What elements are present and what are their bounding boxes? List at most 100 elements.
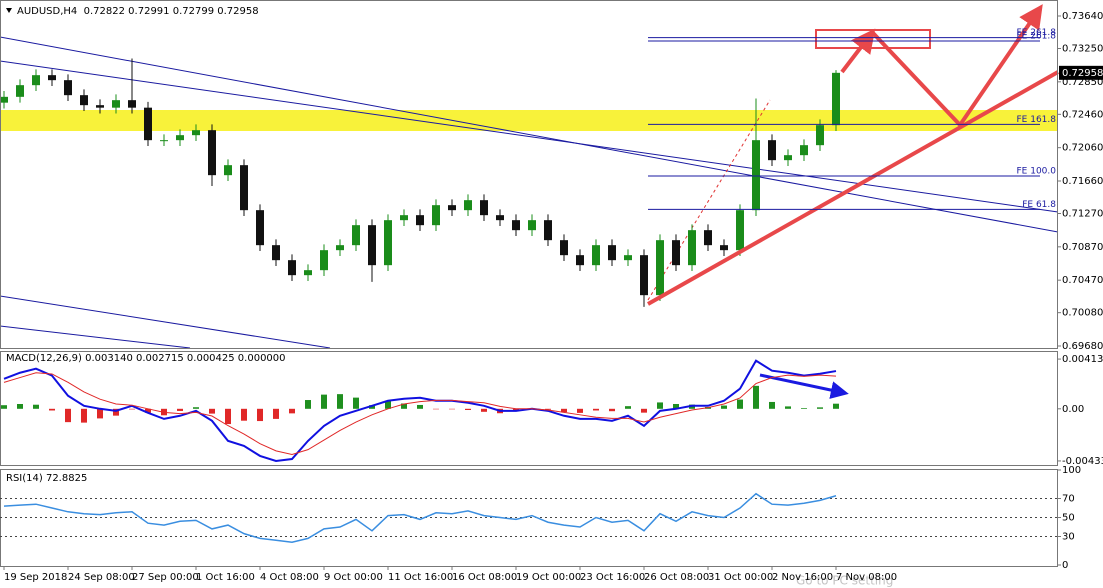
x-tick-label: 11 Oct 16:00 [388, 572, 453, 583]
x-tick-label: 27 Sep 00:00 [132, 572, 199, 583]
y-tick-label: 0.72460 [1062, 109, 1103, 120]
candle-body [528, 220, 536, 231]
x-tick-label: 26 Oct 08:00 [644, 572, 709, 583]
macd-histogram-bar [657, 402, 663, 409]
macd-histogram-bar [353, 397, 359, 409]
candle-body [304, 270, 312, 276]
macd-histogram-bar [593, 408, 599, 411]
macd-histogram-bar [609, 408, 615, 412]
macd-histogram-bar [785, 406, 791, 409]
y-tick-label: 0.69680 [1062, 341, 1103, 352]
macd-histogram-bar [17, 403, 23, 409]
macd-histogram-bar [817, 407, 823, 409]
macd-histogram-bar [273, 408, 279, 419]
macd-histogram-bar [337, 394, 343, 409]
macd-histogram-bar [737, 399, 743, 409]
candle-body [0, 96, 8, 103]
candle-body [512, 220, 520, 231]
macd-histogram-bar [209, 408, 215, 414]
candle-body [704, 230, 712, 246]
x-tick-label: 19 Oct 00:00 [516, 572, 581, 583]
macd-histogram-bar [193, 407, 199, 409]
y-tick-label: 0.00 [1062, 404, 1084, 415]
macd-histogram-bar [833, 403, 839, 409]
candle-body [224, 165, 232, 176]
y-tick-label: 70 [1062, 494, 1075, 505]
macd-histogram-bar [289, 408, 295, 414]
x-tick-label: 2 Nov 16:00 [772, 572, 833, 583]
channel-line [0, 60, 1059, 213]
macd-line [3, 359, 837, 462]
candle-body [496, 215, 504, 221]
y-tick-label: 0.70470 [1062, 275, 1103, 286]
main-frame [0, 0, 1058, 349]
macd-histogram-bar [417, 404, 423, 409]
candle-body [256, 210, 264, 246]
fe-level-label: FE 161.8 [1017, 115, 1057, 125]
macd-histogram-bar [481, 408, 487, 412]
fe-level-label: FE 61.8 [1022, 200, 1056, 210]
menu-triangle [6, 8, 12, 13]
candle-body [592, 245, 600, 266]
candle-body [784, 155, 792, 161]
channel-line [0, 36, 1059, 233]
macd-histogram-bar [625, 406, 631, 409]
candle-body [32, 75, 40, 86]
arrow [840, 28, 876, 74]
y-tick-label: 50 [1062, 513, 1075, 524]
macd-histogram-bar [225, 408, 231, 425]
candle-body [416, 215, 424, 226]
macd-histogram-bar [321, 394, 327, 409]
y-tick-label: 100 [1062, 465, 1081, 476]
macd-histogram-bar [753, 385, 759, 409]
candle-body [16, 85, 24, 97]
candle-body [384, 220, 392, 266]
y-tick-label: 30 [1062, 532, 1075, 543]
macd-histogram-bar [33, 404, 39, 409]
trendline [647, 70, 1059, 306]
candle-body [96, 105, 104, 108]
y-tick-label: 0.72850 [1062, 77, 1103, 88]
x-tick-label: 24 Sep 08:00 [68, 572, 135, 583]
candle-body [176, 135, 184, 141]
macd-histogram-bar [145, 408, 151, 413]
arrow-path [871, 4, 1043, 129]
macd-histogram-bar [129, 408, 135, 410]
candle-body [80, 95, 88, 106]
candle-body [752, 140, 760, 211]
watermark: Go to PC setting [796, 574, 893, 588]
candle-body [208, 130, 216, 176]
chart-title: AUDUSD,H4 0.72822 0.72991 0.72799 0.7295… [17, 6, 259, 17]
candle-body [240, 165, 248, 211]
candle-body [624, 255, 632, 261]
candles [0, 58, 840, 307]
macd-histogram-bar [433, 408, 439, 410]
macd-histogram-bar [241, 408, 247, 421]
rsi-title: RSI(14) 72.8825 [6, 473, 87, 484]
y-tick-label: 0.70870 [1062, 242, 1103, 253]
candle-body [128, 100, 136, 108]
candle-body [432, 205, 440, 226]
y-tick-label: 0.72060 [1062, 143, 1103, 154]
y-tick-label: 0 [1062, 560, 1068, 571]
candle-body [320, 250, 328, 271]
candle-body [560, 240, 568, 256]
candle-body [816, 125, 824, 146]
macd-histogram-bar [465, 408, 471, 411]
candle-body [544, 220, 552, 241]
macd-histogram-bar [113, 408, 119, 416]
fe-level-label: FE 261.8 [1017, 28, 1057, 38]
macd-frame [0, 351, 1058, 466]
macd-histogram-bar [769, 401, 775, 409]
candle-body [336, 245, 344, 251]
candle-body [768, 140, 776, 161]
macd-histogram-bar [81, 408, 87, 423]
x-tick-label: 7 Nov 08:00 [836, 572, 897, 583]
y-tick-label: 0.004138 [1062, 354, 1103, 365]
macd-histogram-bar [369, 405, 375, 409]
macd-histogram-bar [577, 408, 583, 413]
macd-histogram-bar [801, 408, 807, 409]
macd-histogram-bar [449, 408, 455, 410]
target-box [815, 29, 931, 49]
